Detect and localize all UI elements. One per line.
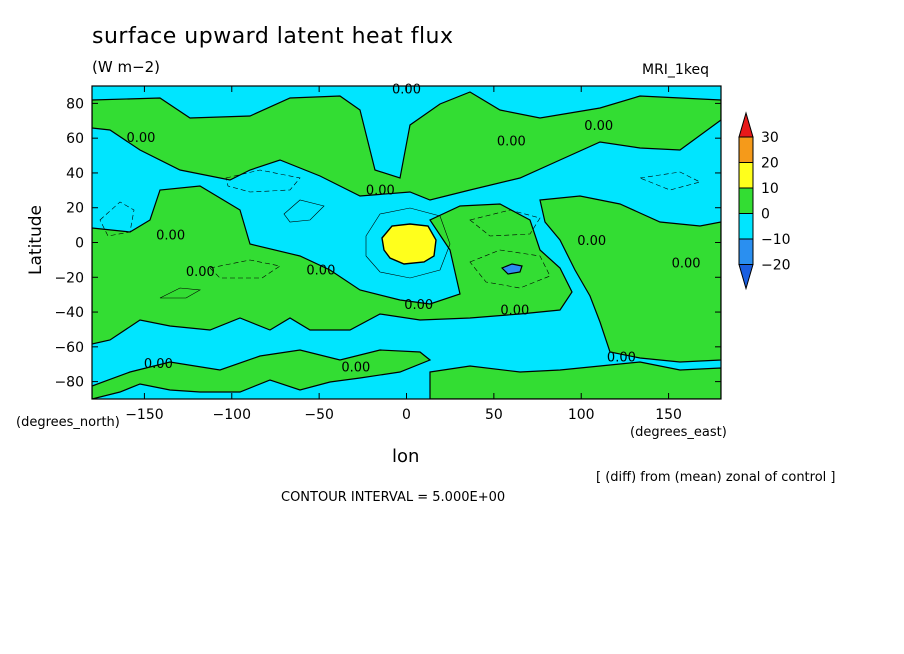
colorbar-label: −10 [761, 232, 791, 248]
x-tick-label: −100 [213, 407, 251, 423]
y-tick-label: 60 [66, 131, 84, 147]
x-tick-label: 150 [655, 407, 682, 423]
colorbar-swatch [738, 162, 754, 189]
x-tick-label: 0 [402, 407, 411, 423]
colorbar-swatch [738, 187, 754, 214]
contour-label: 0.00 [672, 256, 701, 271]
negative-contour [225, 169, 301, 193]
contour-label: 0.00 [404, 298, 433, 313]
contour-interval: CONTOUR INTERVAL = 5.000E+00 [281, 490, 506, 505]
y-tick-label: −20 [54, 270, 84, 286]
x-tick-label: 100 [568, 407, 595, 423]
contour-label: 0.00 [186, 265, 215, 280]
green-region-east [539, 195, 721, 363]
model-label: MRI_1keq [642, 62, 709, 78]
negative-contour [99, 201, 135, 237]
y-axis-ticks: 80 60 40 20 0 −20 −40 −60 −80 [54, 96, 721, 391]
negative-contour [469, 249, 551, 289]
x-tick-label: −50 [304, 407, 334, 423]
colorbar-bottom-arrow [738, 264, 754, 291]
colorbar: 30 20 10 0 −10 −20 [738, 111, 791, 291]
contour-label: 0.00 [126, 131, 155, 146]
positive-contour [283, 199, 325, 223]
y-tick-label: −40 [54, 305, 84, 321]
blue-negative-anomaly [500, 263, 523, 275]
colorbar-label: −20 [761, 258, 791, 274]
colorbar-swatch [738, 136, 754, 163]
green-region-west [92, 185, 573, 345]
chart-units: (W m−2) [92, 58, 161, 76]
contour-label: 0.00 [156, 229, 185, 244]
contour-label: 0.00 [144, 357, 173, 372]
negative-contour [209, 259, 281, 279]
y-tick-label: −60 [54, 340, 84, 356]
contour-label: 0.00 [577, 234, 606, 249]
field-layer [92, 86, 721, 399]
negative-contour [638, 171, 701, 191]
colorbar-label: 0 [761, 207, 770, 223]
green-region-south [92, 349, 432, 399]
y-tick-label: 40 [66, 166, 84, 182]
contour-label: 0.00 [497, 135, 526, 150]
contour-labels: 0.00 0.00 0.00 0.00 0.00 0.00 0.00 0.00 0.00 0.00… [126, 82, 700, 375]
colorbar-label: 10 [761, 181, 779, 197]
x-tick-label: 50 [485, 407, 503, 423]
colorbar-swatch [738, 238, 754, 265]
y-units-label: (degrees_north) [16, 415, 120, 430]
y-tick-label: −80 [54, 375, 84, 391]
colorbar-top-arrow [738, 111, 754, 138]
negative-contour [469, 209, 541, 237]
contour-label: 0.00 [306, 263, 335, 278]
green-region-north [92, 91, 721, 201]
x-units-label: (degrees_east) [630, 425, 727, 440]
y-tick-label: 0 [75, 236, 84, 252]
y-tick-label: 80 [66, 96, 84, 112]
contour-label: 0.00 [500, 303, 529, 318]
x-tick-label: −150 [125, 407, 163, 423]
comparison-note: [ (diff) from (mean) zonal of control ] [596, 470, 836, 485]
colorbar-swatch [738, 213, 754, 240]
colorbar-label: 20 [761, 156, 779, 172]
contour-label: 0.00 [366, 183, 395, 198]
contour-label: 0.00 [584, 119, 613, 134]
colorbar-label: 30 [761, 130, 779, 146]
contour-label: 0.00 [607, 350, 636, 365]
positive-contour [159, 287, 201, 299]
y-tick-label: 20 [66, 201, 84, 217]
chart-title: surface upward latent heat flux [92, 24, 454, 49]
x-axis-ticks: −150 −100 −50 0 50 100 150 [125, 86, 682, 423]
x-axis-label: lon [392, 446, 420, 467]
green-region-antarctic [429, 361, 721, 399]
yellow-positive-anomaly [381, 223, 437, 265]
contour-label: 0.00 [341, 361, 370, 376]
positive-contour [365, 207, 451, 279]
